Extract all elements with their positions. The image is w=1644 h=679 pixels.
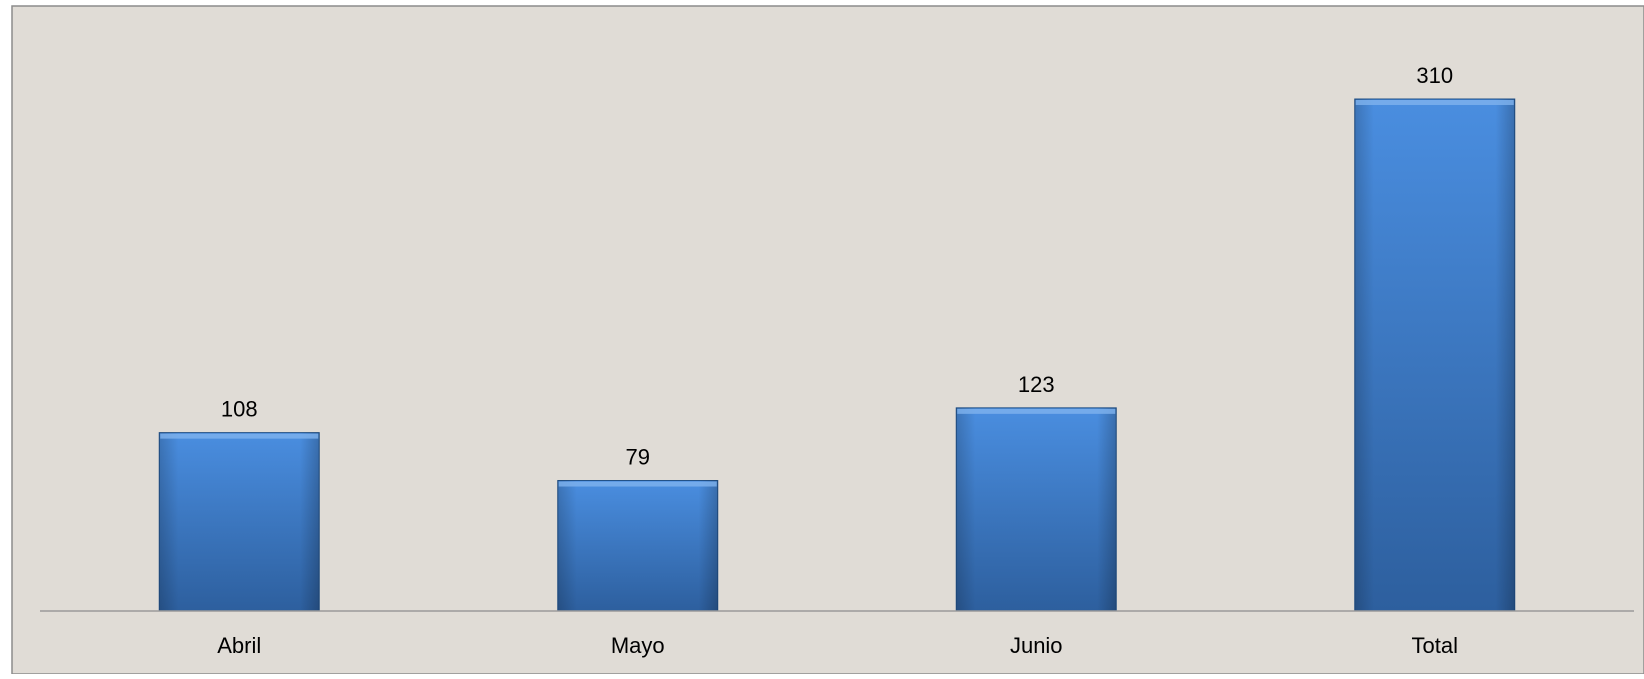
- bar-top-bevel-mayo: [558, 481, 717, 487]
- bar-shade-total: [1354, 99, 1515, 611]
- x-tick-label-junio: Junio: [1010, 633, 1063, 658]
- bar-top-bevel-total: [1355, 100, 1514, 105]
- x-tick-label-mayo: Mayo: [611, 633, 665, 658]
- x-tick-label-abril: Abril: [217, 633, 261, 658]
- x-tick-labels: Abril Mayo Junio Total: [217, 633, 1458, 658]
- bar-top-bevel-abril: [160, 433, 319, 439]
- data-label-abril: 108: [221, 397, 258, 422]
- bar-shade-mayo: [557, 480, 718, 611]
- data-label-junio: 123: [1018, 372, 1055, 397]
- data-label-total: 310: [1416, 63, 1453, 88]
- bar-shade-abril: [159, 432, 320, 611]
- labels-layer: 108 79 123 310: [221, 63, 1453, 470]
- x-tick-label-total: Total: [1412, 633, 1458, 658]
- bars-layer: [158, 98, 1516, 612]
- bar-shade-junio: [956, 407, 1117, 611]
- bar-top-bevel-junio: [957, 408, 1116, 414]
- data-label-mayo: 79: [626, 445, 650, 470]
